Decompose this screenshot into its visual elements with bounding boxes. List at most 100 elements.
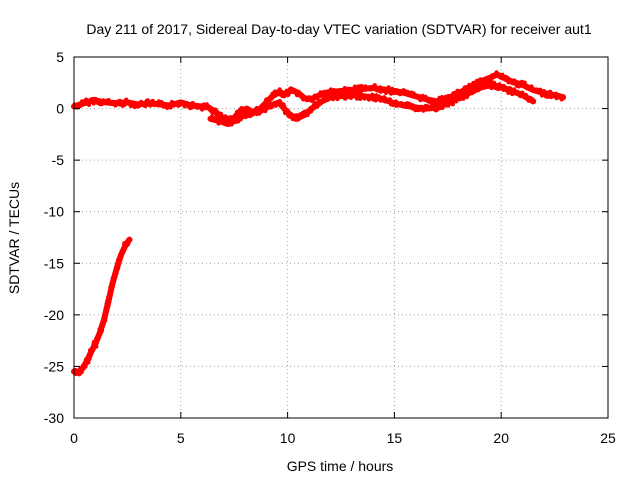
data-point xyxy=(421,108,426,113)
data-point xyxy=(506,90,511,96)
data-point xyxy=(541,89,546,94)
data-point xyxy=(446,93,451,99)
data-point xyxy=(398,91,403,97)
data-point xyxy=(121,248,126,254)
data-point xyxy=(148,103,153,108)
y-tick-label: 5 xyxy=(56,49,64,65)
series-0 xyxy=(71,70,567,125)
data-point xyxy=(415,95,420,100)
data-point xyxy=(305,112,310,118)
data-point xyxy=(547,89,553,95)
y-axis-label: SDTVAR / TECUs xyxy=(6,182,22,294)
data-point xyxy=(199,107,205,112)
data-point xyxy=(94,339,99,345)
data-point xyxy=(94,344,99,349)
data-point xyxy=(393,99,399,104)
series-2 xyxy=(71,236,133,377)
chart-title: Day 211 of 2017, Sidereal Day-to-day VTE… xyxy=(86,21,591,37)
data-point xyxy=(114,271,119,276)
data-point xyxy=(281,103,287,109)
series-1 xyxy=(207,80,537,127)
data-point xyxy=(89,350,94,355)
data-point xyxy=(254,105,259,111)
data-point xyxy=(128,103,134,109)
data-point xyxy=(86,360,91,365)
y-tick-label: -5 xyxy=(52,152,65,168)
x-tick-label: 5 xyxy=(177,430,185,446)
data-point xyxy=(91,101,97,106)
y-tick-label: -30 xyxy=(44,410,64,426)
data-point xyxy=(383,90,389,96)
data-point xyxy=(104,308,110,313)
data-point xyxy=(497,82,502,87)
data-point xyxy=(117,98,123,104)
data-point xyxy=(132,101,137,106)
data-point xyxy=(489,85,494,91)
data-point xyxy=(411,104,417,109)
data-point xyxy=(352,84,358,89)
data-point xyxy=(423,94,428,100)
data-point xyxy=(495,71,500,77)
data-point xyxy=(138,99,144,105)
data-point xyxy=(145,98,151,103)
axis-ticks: 0 5 10 15 20 25 -30 -25 -20 -15 -10 -5 0 5 xyxy=(44,49,616,446)
data-point xyxy=(99,328,105,333)
data-point xyxy=(330,96,336,102)
data-point xyxy=(99,101,104,107)
data-point xyxy=(277,98,282,104)
data-point xyxy=(538,88,543,93)
x-tick-label: 25 xyxy=(600,430,616,446)
data-point xyxy=(102,313,108,318)
data-point xyxy=(238,117,243,122)
data-point xyxy=(197,103,203,108)
data-point xyxy=(386,87,391,92)
data-point xyxy=(285,108,290,113)
data-point xyxy=(218,111,224,117)
plot-frame xyxy=(73,56,609,419)
data-point xyxy=(529,84,534,89)
data-point xyxy=(419,104,424,110)
data-point xyxy=(335,96,340,102)
data-point xyxy=(77,103,83,109)
data-point xyxy=(86,102,92,108)
data-point xyxy=(315,93,321,98)
x-tick-label: 20 xyxy=(493,430,509,446)
x-axis-label: GPS time / hours xyxy=(287,458,394,474)
data-point xyxy=(382,86,387,91)
data-point xyxy=(431,102,436,108)
data-point xyxy=(403,104,408,110)
data-point xyxy=(190,100,195,106)
data-point xyxy=(370,92,375,98)
data-point xyxy=(559,97,564,102)
data-point xyxy=(125,242,131,247)
data-point xyxy=(96,333,101,338)
data-point xyxy=(507,86,513,91)
data-point xyxy=(83,364,88,369)
data-point xyxy=(242,109,247,115)
data-point xyxy=(470,90,475,96)
data-point xyxy=(461,96,466,101)
data-point xyxy=(106,302,111,308)
data-point xyxy=(340,90,345,96)
data-point xyxy=(516,83,522,89)
x-tick-label: 15 xyxy=(387,430,403,446)
data-point xyxy=(270,93,275,98)
y-tick-label: -20 xyxy=(44,307,64,323)
data-point xyxy=(530,97,535,102)
data-point xyxy=(320,99,325,104)
grid xyxy=(74,57,608,418)
y-tick-label: 0 xyxy=(56,101,64,117)
data-point xyxy=(315,104,320,109)
y-tick-label: -10 xyxy=(44,204,64,220)
data-point xyxy=(286,92,291,98)
data-point xyxy=(464,94,470,100)
data-point xyxy=(126,237,132,242)
data-point xyxy=(73,371,79,377)
data-point xyxy=(519,91,524,96)
data-point xyxy=(376,94,381,99)
data-point xyxy=(115,265,121,270)
data-point xyxy=(513,80,519,85)
data-point xyxy=(108,287,114,292)
